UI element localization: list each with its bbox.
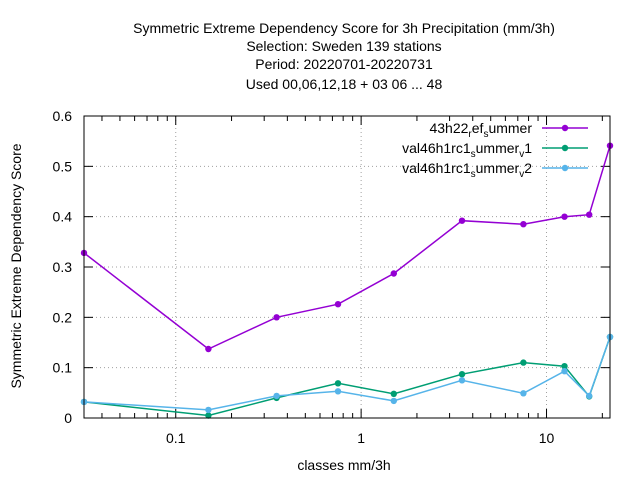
legend-entry-3: val46h1rc1summerv2 bbox=[402, 160, 588, 180]
legend-label: val46h1rc1summerv1 bbox=[402, 140, 532, 160]
y-tick-label: 0.6 bbox=[53, 108, 73, 124]
data-point bbox=[334, 388, 342, 395]
legend: 43h22refsummerval46h1rc1summerv1val46h1r… bbox=[402, 120, 588, 180]
x-axis-label: classes mm/3h bbox=[297, 457, 390, 473]
x-tick-label: 1 bbox=[357, 430, 365, 446]
legend-label: val46h1rc1summerv2 bbox=[402, 160, 532, 180]
series-line bbox=[83, 336, 611, 411]
y-tick-label: 0.2 bbox=[53, 309, 73, 325]
data-point bbox=[520, 221, 527, 228]
data-point bbox=[205, 406, 212, 414]
series-1 bbox=[80, 142, 614, 353]
y-tick-label: 0.3 bbox=[53, 259, 73, 275]
legend-label: 43h22refsummer bbox=[429, 120, 532, 140]
data-point bbox=[273, 314, 280, 321]
legend-entry-2: val46h1rc1summerv1 bbox=[402, 140, 588, 160]
x-tick-label: 0.1 bbox=[166, 430, 186, 446]
title-line-3: Period: 20220701-20220731 bbox=[255, 56, 433, 72]
y-tick-label: 0.1 bbox=[53, 360, 73, 376]
plot-frame bbox=[83, 115, 611, 419]
chart-title: Symmetric Extreme Dependency Score for 3… bbox=[133, 20, 555, 92]
series-line bbox=[83, 336, 611, 417]
data-point bbox=[390, 397, 397, 405]
series-line bbox=[83, 145, 611, 350]
data-point bbox=[586, 211, 593, 218]
series-layer bbox=[80, 142, 614, 419]
series-3 bbox=[80, 333, 614, 414]
data-point bbox=[273, 392, 280, 400]
data-point bbox=[458, 377, 466, 384]
title-line-1: Symmetric Extreme Dependency Score for 3… bbox=[133, 20, 555, 36]
data-point bbox=[205, 412, 212, 419]
data-point bbox=[390, 390, 397, 397]
data-point bbox=[390, 270, 397, 277]
data-point bbox=[205, 345, 212, 353]
legend-swatch-point bbox=[561, 124, 569, 132]
x-tick-label: 10 bbox=[539, 430, 555, 446]
series-2 bbox=[80, 333, 614, 419]
y-tick-label: 0 bbox=[64, 410, 72, 426]
data-point bbox=[561, 368, 568, 375]
y-axis-label: Symmetric Extreme Dependency Score bbox=[8, 143, 24, 388]
legend-swatch-point bbox=[561, 164, 569, 172]
tick-labels: 0 0.1 0.2 0.3 0.4 0.5 0.6 0.1 1 10 bbox=[53, 108, 555, 446]
data-point bbox=[458, 217, 466, 224]
legend-swatch-point bbox=[561, 144, 569, 152]
data-point bbox=[561, 213, 568, 220]
title-line-2: Selection: Sweden 139 stations bbox=[246, 38, 441, 54]
data-point bbox=[586, 392, 593, 400]
data-point bbox=[520, 359, 527, 366]
y-tick-label: 0.5 bbox=[53, 158, 73, 174]
data-point bbox=[561, 363, 568, 370]
data-point bbox=[334, 301, 342, 308]
legend-entry-1: 43h22refsummer bbox=[429, 120, 588, 140]
data-point bbox=[334, 380, 342, 387]
title-line-4: Used 00,06,12,18 + 03 06 ... 48 bbox=[246, 76, 443, 92]
data-point bbox=[520, 390, 527, 397]
data-point bbox=[458, 371, 466, 378]
y-tick-label: 0.4 bbox=[53, 209, 73, 225]
